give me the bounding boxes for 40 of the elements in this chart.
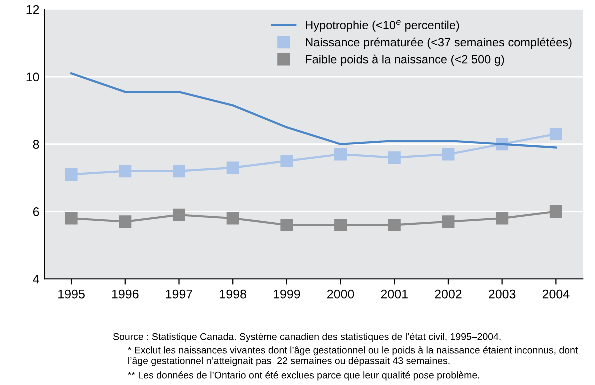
text: ** Les données de l’Ontario ont été exclues parce que leur qualité pose problème. xyxy=(128,372,480,381)
legend-label: Hypotrophie (<10$^{e}$ percentile) xyxy=(306,20,460,32)
x-tick-label: 1999 xyxy=(274,290,300,299)
point xyxy=(280,154,294,168)
point xyxy=(388,218,401,232)
point xyxy=(550,206,562,218)
point xyxy=(65,168,78,181)
point xyxy=(334,218,348,232)
point xyxy=(550,128,562,141)
point xyxy=(65,212,78,225)
y-tick-label: 6 xyxy=(33,208,40,216)
point xyxy=(119,216,132,228)
point xyxy=(226,162,240,174)
point xyxy=(280,218,294,232)
y-tick-label: 4 xyxy=(33,275,40,284)
x-tick-label: 2004 xyxy=(542,290,570,299)
x-tick-label: 2001 xyxy=(381,290,408,299)
point xyxy=(172,165,186,178)
x-tick-label: 2002 xyxy=(435,290,462,299)
point xyxy=(442,148,455,161)
point xyxy=(442,216,455,228)
x-tick-label: 1998 xyxy=(220,290,246,299)
x-tick-label: 1995 xyxy=(58,290,85,299)
point xyxy=(172,208,186,222)
point xyxy=(496,212,509,225)
text: * Exclut les naissances vivantes dont l’âge gestationnel ou le poids à la naissance étaient inconnus, dont l’âge gestationnel n’atteignait pas 22 semaines ou dépassait 43 semaines. xyxy=(128,346,578,366)
point xyxy=(119,165,132,178)
x-tick-label: 1996 xyxy=(112,290,139,299)
y-tick-label: 8 xyxy=(33,140,40,150)
source-note: Source : Statistique Canada. Système canadien des statistiques de l’état civil, 1995–2004. xyxy=(113,333,501,342)
y-tick-label: 12 xyxy=(26,5,40,14)
legend-label: Naissance prématurée (<37 semaines complétées) xyxy=(306,38,572,49)
point xyxy=(334,148,348,161)
legend-label: Faible poids à la naissance (<2 500 g) xyxy=(306,54,504,66)
point xyxy=(388,152,401,164)
x-tick-label: 1997 xyxy=(166,290,193,299)
y-tick-label: 10 xyxy=(26,72,40,82)
x-tick-label: 2000 xyxy=(328,290,354,299)
x-tick-label: 2003 xyxy=(489,290,516,299)
point xyxy=(226,212,240,225)
